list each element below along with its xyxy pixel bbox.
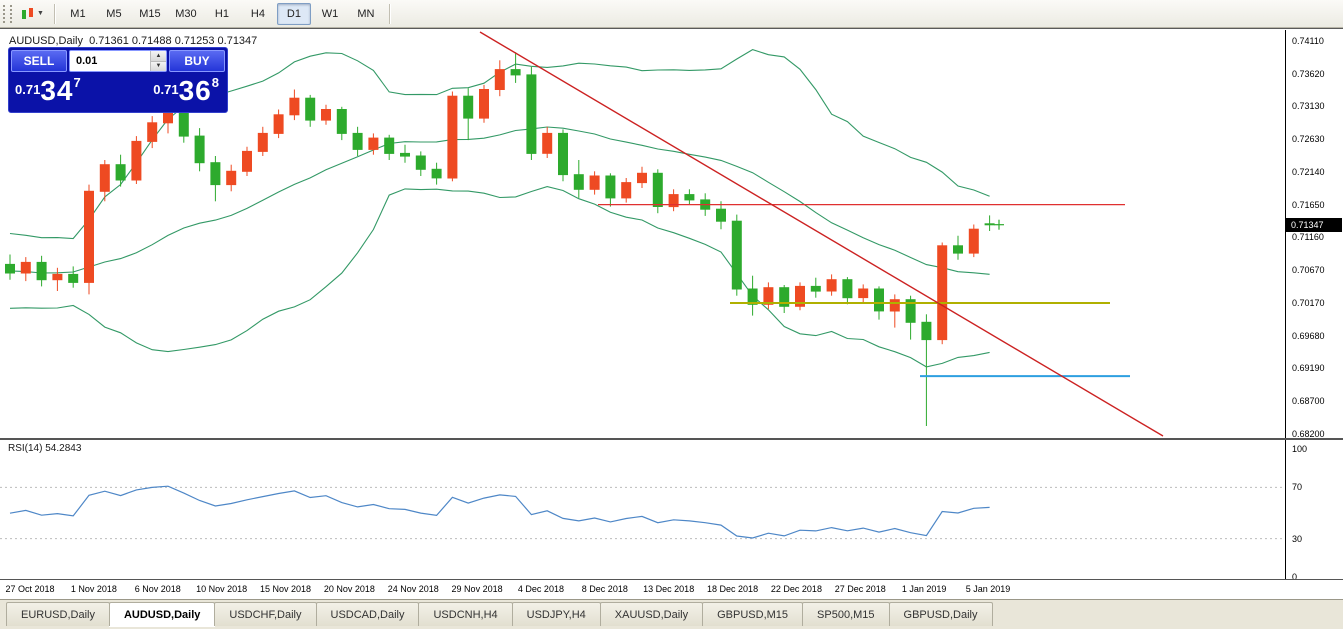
timeframe-button-m5[interactable]: M5 xyxy=(106,7,122,20)
price-tick-label: 0.72630 xyxy=(1292,134,1325,145)
date-tick-label: 29 Nov 2018 xyxy=(451,584,503,594)
date-tick-label: 15 Nov 2018 xyxy=(259,584,311,594)
tab-usdjpy-h4[interactable]: USDJPY,H4 xyxy=(511,602,601,626)
volume-spinner: ▲ ▼ xyxy=(150,51,166,71)
rsi-axis: 100 70 30 0 xyxy=(1285,440,1343,582)
volume-down-button[interactable]: ▼ xyxy=(151,61,166,71)
date-tick-label: 27 Oct 2018 xyxy=(5,584,55,594)
price-tick-label: 0.71650 xyxy=(1292,199,1325,210)
bid-price: 0.71347 xyxy=(15,75,81,106)
date-tick-label: 13 Dec 2018 xyxy=(643,584,695,594)
volume-input[interactable] xyxy=(70,51,150,71)
toolbar-separator xyxy=(53,3,55,24)
tab-audusd-daily[interactable]: AUDUSD,Daily xyxy=(108,602,216,626)
date-tick-label: 8 Dec 2018 xyxy=(581,584,628,594)
toolbar-grip[interactable] xyxy=(3,4,12,23)
date-tick-label: 5 Jan 2019 xyxy=(965,584,1011,594)
date-tick-label: 4 Dec 2018 xyxy=(517,584,564,594)
price-tick-label: 0.73620 xyxy=(1292,68,1325,79)
volume-field: ▲ ▼ xyxy=(69,50,167,72)
chart-window: AUDUSD,Daily 0.71361 0.71488 0.71253 0.7… xyxy=(0,28,1343,600)
timeframe-buttons: M1 M5 M15 M30 H1 H4 D1 W1 MN xyxy=(60,2,384,25)
bottom-tabs: EURUSD,Daily AUDUSD,Daily USDCHF,Daily USDC… xyxy=(6,602,993,626)
chart-tabs-bar: EURUSD,Daily AUDUSD,Daily USDCHF,Daily USDC… xyxy=(0,599,1343,629)
tab-usdchf-daily[interactable]: USDCHF,Daily xyxy=(214,602,317,626)
date-tick-label: 1 Jan 2019 xyxy=(901,584,947,594)
current-price-badge: 0.71347 xyxy=(1286,217,1342,232)
timeframe-button-m30[interactable]: M30 xyxy=(175,7,197,20)
price-tick-label: 0.68200 xyxy=(1292,429,1325,439)
rsi-tick-label: 0 xyxy=(1292,572,1298,582)
timeframe-button-d1[interactable]: D1 xyxy=(276,2,311,25)
tab-eurusd-daily[interactable]: EURUSD,Daily xyxy=(6,602,110,626)
rsi-tick-label: 30 xyxy=(1292,533,1303,544)
rsi-tick-label: 70 xyxy=(1292,482,1303,493)
timeframe-button-w1[interactable]: W1 xyxy=(321,7,339,20)
date-tick-label: 22 Dec 2018 xyxy=(770,584,822,594)
price-axis[interactable]: 0.74110 0.73620 0.73130 0.72630 0.72140 0.716… xyxy=(1285,30,1343,439)
price-tick-label: 0.74110 xyxy=(1292,36,1324,46)
rsi-pane[interactable] xyxy=(0,440,1285,579)
sell-button[interactable]: SELL xyxy=(11,50,67,72)
timeframe-button-m15[interactable]: M15 xyxy=(139,7,161,20)
tab-xauusd-daily[interactable]: XAUUSD,Daily xyxy=(599,602,704,626)
timeframe-button-h4[interactable]: H4 xyxy=(250,7,265,20)
toolbar-separator xyxy=(388,3,390,24)
date-tick-label: 6 Nov 2018 xyxy=(134,584,181,594)
main-chart[interactable] xyxy=(0,30,1285,438)
tab-usdcad-daily[interactable]: USDCAD,Daily xyxy=(315,602,420,626)
tab-sp500-m15[interactable]: SP500,M15 xyxy=(802,602,890,626)
tab-gbpusd-daily[interactable]: GBPUSD,Daily xyxy=(888,602,993,626)
toolbar: ▼ M1 M5 M15 M30 H1 H4 D1 W1 MN xyxy=(0,0,1343,28)
timeframe-button-mn[interactable]: MN xyxy=(357,7,375,20)
volume-up-button[interactable]: ▲ xyxy=(151,51,166,62)
date-tick-label: 1 Nov 2018 xyxy=(70,584,117,594)
date-tick-label: 27 Dec 2018 xyxy=(834,584,886,594)
price-tick-label: 0.69680 xyxy=(1292,330,1325,341)
date-tick-label: 20 Nov 2018 xyxy=(323,584,375,594)
one-click-trading-panel: SELL ▲ ▼ BUY 0.71347 0.71368 xyxy=(8,47,228,113)
dropdown-caret-icon: ▼ xyxy=(37,10,44,17)
timeframe-button-h1[interactable]: H1 xyxy=(214,7,229,20)
price-tick-label: 0.68700 xyxy=(1292,395,1325,406)
tab-gbpusd-m15[interactable]: GBPUSD,M15 xyxy=(702,602,804,626)
ask-price: 0.71368 xyxy=(153,75,219,106)
date-tick-label: 18 Dec 2018 xyxy=(707,584,759,594)
date-tick-label: 24 Nov 2018 xyxy=(387,584,439,594)
price-tick-label: 0.70170 xyxy=(1292,298,1325,308)
buy-button[interactable]: BUY xyxy=(169,50,225,72)
price-tick-label: 0.72140 xyxy=(1292,167,1325,177)
date-tick-label: 10 Nov 2018 xyxy=(196,584,248,594)
rsi-tick-label: 100 xyxy=(1292,444,1308,454)
chart-title: AUDUSD,Daily 0.71361 0.71488 0.71253 0.7… xyxy=(9,35,258,47)
tab-usdcnh-h4[interactable]: USDCNH,H4 xyxy=(418,602,513,626)
price-tick-label: 0.70670 xyxy=(1292,264,1325,275)
chart-type-button[interactable]: ▼ xyxy=(16,2,49,26)
timeframe-button-m1[interactable]: M1 xyxy=(70,7,86,20)
time-axis[interactable]: 27 Oct 2018 1 Nov 2018 6 Nov 2018 10 Nov 20… xyxy=(0,579,1343,600)
rsi-label: RSI(14) 54.2843 xyxy=(8,443,82,454)
pane-splitter[interactable] xyxy=(0,438,1343,440)
price-tick-label: 0.71160 xyxy=(1292,232,1324,243)
price-tick-label: 0.73130 xyxy=(1292,101,1325,112)
price-tick-label: 0.69190 xyxy=(1292,363,1325,374)
candlestick-chart-icon xyxy=(21,7,35,21)
